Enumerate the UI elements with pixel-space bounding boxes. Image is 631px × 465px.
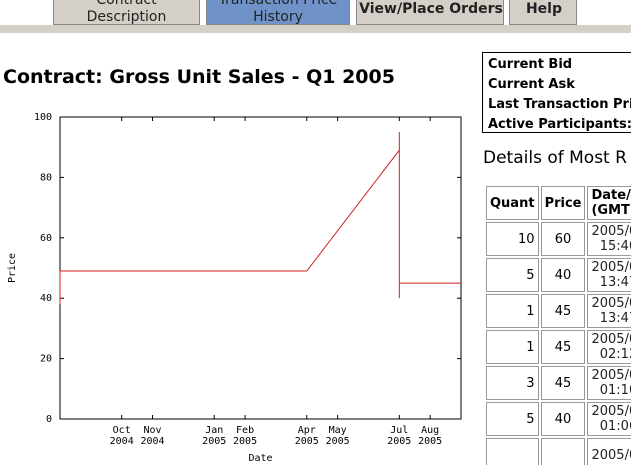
price-line xyxy=(59,132,461,305)
date-cell: 2005/07 02:12 xyxy=(587,330,631,364)
tab-strip xyxy=(0,25,631,33)
summary-label: Active Participants: xyxy=(488,117,631,132)
quantity-cell: 5 xyxy=(486,402,539,436)
quantity-cell: 3 xyxy=(486,366,539,400)
details-title: Details of Most R xyxy=(483,148,627,168)
tab-label: Contract Description xyxy=(86,0,167,25)
x-tick-label: Aug 2005 xyxy=(418,425,442,447)
date-cell: 2005/09 15:40 xyxy=(587,222,631,256)
x-axis-label: Date xyxy=(248,453,272,464)
price-cell: 45 xyxy=(540,366,586,400)
y-tick-label: 80 xyxy=(40,172,52,183)
date-cell: 2005/07 xyxy=(587,438,631,465)
price-cell: 40 xyxy=(540,258,586,292)
y-tick-label: 20 xyxy=(40,354,52,365)
table-row: 2005/07 xyxy=(486,438,631,465)
column-header: Price xyxy=(540,186,586,220)
x-tick-label: Jul 2005 xyxy=(387,425,411,447)
tab-label: View/Place Orders xyxy=(359,1,503,17)
x-tick-label: May 2005 xyxy=(326,425,350,447)
x-tick-label: Feb 2005 xyxy=(233,425,257,447)
quantity-cell: 5 xyxy=(486,258,539,292)
date-cell: 2005/09 13:47 xyxy=(587,294,631,328)
y-tick-label: 40 xyxy=(40,293,52,304)
tab-label: Help xyxy=(525,1,563,17)
summary-label: Current Bid xyxy=(488,57,573,72)
y-tick-label: 0 xyxy=(46,414,52,425)
date-cell: 2005/07 01:06 xyxy=(587,402,631,436)
price-cell: 60 xyxy=(540,222,586,256)
x-tick-label: Nov 2004 xyxy=(140,425,164,447)
quantity-cell: 10 xyxy=(486,222,539,256)
column-header: Quant xyxy=(486,186,539,220)
price-cell: 40 xyxy=(540,402,586,436)
y-tick-label: 100 xyxy=(34,112,52,123)
x-tick-label: Oct 2004 xyxy=(110,425,134,447)
tab[interactable]: Contract Description xyxy=(53,0,200,25)
summary-label: Last Transaction Pri xyxy=(488,97,631,112)
date-cell: 2005/09 13:47 xyxy=(587,258,631,292)
y-tick-label: 60 xyxy=(40,233,52,244)
date-cell: 2005/07 01:10 xyxy=(587,366,631,400)
tab[interactable]: Help xyxy=(509,0,577,25)
price-cell xyxy=(540,438,586,465)
price-cell: 45 xyxy=(540,294,586,328)
quantity-cell xyxy=(486,438,539,465)
chart-title: Contract: Gross Unit Sales - Q1 2005 xyxy=(3,66,395,88)
x-tick-label: Apr 2005 xyxy=(295,425,319,447)
tab-label: Transaction Price History xyxy=(218,0,338,25)
quantity-cell: 1 xyxy=(486,330,539,364)
summary-label: Current Ask xyxy=(488,77,575,92)
y-axis-label: Price xyxy=(7,253,18,283)
column-header: Date/T (GMT) xyxy=(587,186,631,220)
quantity-cell: 1 xyxy=(486,294,539,328)
tab[interactable]: Transaction Price History xyxy=(206,0,350,25)
summary-box: Current Bid Current Ask Last Transaction P… xyxy=(482,52,631,133)
plot-frame xyxy=(59,116,462,420)
chart: 0 20 40 60 80 100 Oct 2004 Nov 2004 Jan 2005 Feb 2005… xyxy=(7,112,462,464)
x-tick-label: Jan 2005 xyxy=(202,425,226,447)
price-cell: 45 xyxy=(540,330,586,364)
tab[interactable]: View/Place Orders xyxy=(356,0,504,25)
